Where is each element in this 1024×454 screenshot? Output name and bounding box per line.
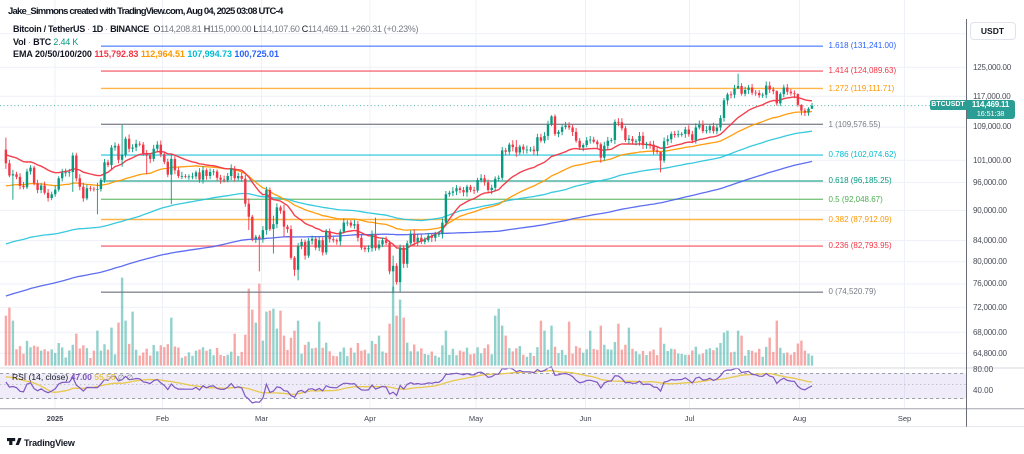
- svg-text:TradingView: TradingView: [24, 438, 76, 448]
